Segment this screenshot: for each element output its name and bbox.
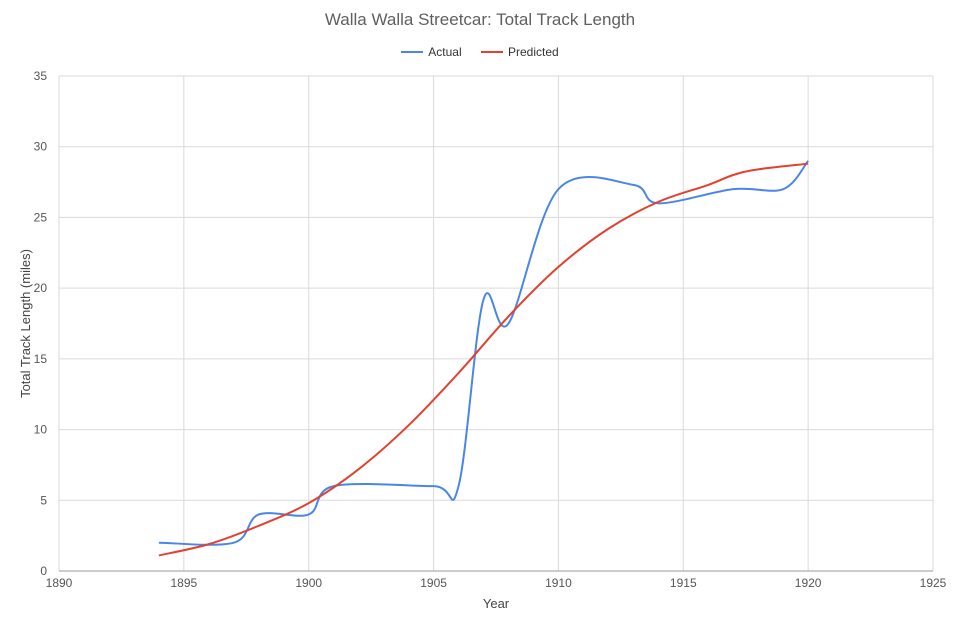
legend-swatch — [401, 51, 424, 53]
x-tick-label: 1890 — [46, 576, 73, 590]
y-tick-label: 10 — [34, 423, 48, 437]
y-tick-label: 35 — [34, 69, 48, 83]
x-tick-label: 1900 — [295, 576, 322, 590]
legend-label: Predicted — [508, 45, 559, 59]
y-tick-label: 15 — [34, 352, 48, 366]
legend: Actual Predicted — [0, 42, 960, 59]
chart-title: Walla Walla Streetcar: Total Track Lengt… — [324, 10, 636, 29]
series-line-predicted — [158, 162, 809, 557]
legend-label: Actual — [428, 45, 462, 59]
y-tick-label: 20 — [34, 281, 48, 295]
x-tick-label: 1905 — [420, 576, 447, 590]
y-tick-label: 0 — [40, 564, 47, 578]
legend-item-predicted[interactable]: Predicted — [481, 45, 559, 59]
y-axis-label: Total Track Length (miles) — [18, 249, 33, 398]
y-tick-label: 5 — [40, 493, 47, 507]
y-tick-label: 30 — [34, 140, 48, 154]
x-tick-label: 1925 — [920, 576, 947, 590]
x-tick-label: 1910 — [545, 576, 572, 590]
legend-item-actual[interactable]: Actual — [401, 45, 462, 59]
x-axis-label: Year — [483, 596, 510, 611]
legend-swatch — [481, 51, 503, 53]
series-line-actual — [158, 160, 809, 546]
x-tick-label: 1920 — [795, 576, 822, 590]
x-tick-label: 1915 — [670, 576, 697, 590]
y-tick-label: 25 — [34, 210, 48, 224]
x-tick-label: 1895 — [171, 576, 198, 590]
